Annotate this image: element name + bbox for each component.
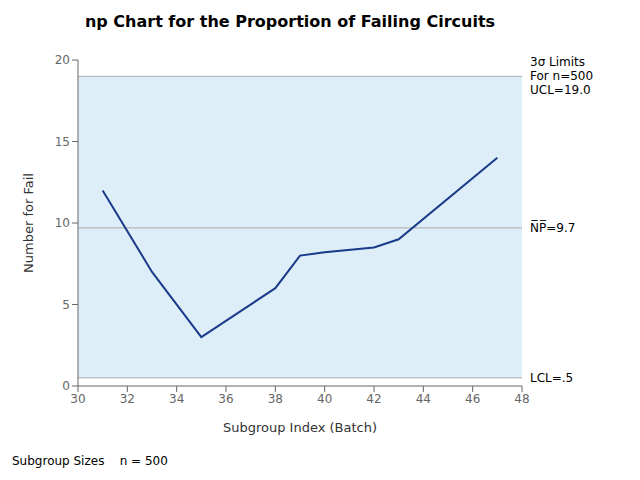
- svg-text:15: 15: [55, 135, 70, 149]
- svg-text:38: 38: [268, 392, 283, 406]
- svg-text:LCL=.5: LCL=.5: [530, 371, 573, 385]
- svg-text:3σ LimitsFor n=500UCL=19.0: 3σ LimitsFor n=500UCL=19.0: [530, 55, 593, 97]
- svg-text:42: 42: [366, 392, 381, 406]
- svg-text:10: 10: [55, 216, 70, 230]
- svg-text:36: 36: [218, 392, 233, 406]
- svg-text:Subgroup Index (Batch): Subgroup Index (Batch): [223, 420, 377, 435]
- html-text:np Chart for the Proportion of: np Chart for the Proportion of Failing C…: [84, 12, 496, 31]
- svg-text:0: 0: [62, 379, 70, 393]
- svg-text:32: 32: [120, 392, 135, 406]
- svg-text:N̅P̅=9.7: N̅P̅=9.7: [530, 220, 575, 235]
- svg-text:48: 48: [514, 392, 529, 406]
- svg-text:44: 44: [416, 392, 431, 406]
- svg-text:Number for Fail: Number for Fail: [21, 173, 36, 273]
- svg-text:30: 30: [70, 392, 85, 406]
- svg-text:34: 34: [169, 392, 184, 406]
- svg-text:20: 20: [55, 53, 70, 67]
- svg-text:5: 5: [62, 298, 70, 312]
- html-text:Subgroup Sizes n = 500: Subgroup Sizes n = 500: [12, 454, 168, 468]
- svg-text:40: 40: [317, 392, 332, 406]
- svg-text:46: 46: [465, 392, 480, 406]
